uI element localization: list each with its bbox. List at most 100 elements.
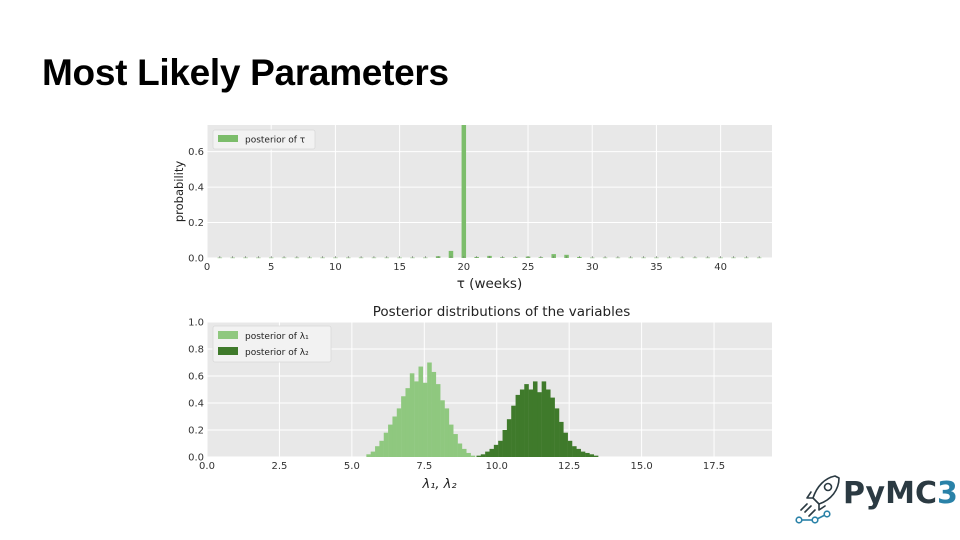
lambda1-bar bbox=[448, 424, 454, 457]
lambda2-bar bbox=[485, 451, 490, 457]
y-tick-label: 0.6 bbox=[188, 147, 204, 158]
logo-wordmark: PyMC3 bbox=[843, 476, 958, 511]
legend-label-tau: posterior of τ bbox=[245, 136, 305, 146]
legend-label-lambda1: posterior of λ₁ bbox=[245, 332, 309, 342]
lambda2-bar bbox=[572, 446, 577, 457]
lambda2-bar bbox=[589, 454, 595, 457]
lambda1-bar bbox=[418, 366, 424, 457]
x-tick-label: 12.5 bbox=[558, 461, 580, 472]
tau-bar bbox=[448, 250, 454, 258]
plot-title: Posterior distributions of the variables bbox=[373, 304, 630, 320]
lambda-posterior-chart: Posterior distributions of the variables… bbox=[188, 304, 772, 492]
y-tick-label: 1.0 bbox=[188, 318, 204, 329]
y-tick-label: 0.0 bbox=[188, 254, 204, 265]
x-tick-label: 5 bbox=[268, 262, 274, 273]
lambda2-bar bbox=[585, 452, 590, 457]
lambda2-bar bbox=[559, 421, 564, 457]
lambda1-bar bbox=[383, 432, 389, 457]
x-tick-label: 0.0 bbox=[199, 461, 215, 472]
lambda2-bar bbox=[476, 455, 482, 457]
legend-box bbox=[212, 325, 332, 363]
lambda2-bar bbox=[502, 430, 508, 457]
lambda2-bar bbox=[576, 448, 581, 457]
lambda1-bar bbox=[379, 440, 384, 457]
x-tick-label: 35 bbox=[650, 262, 663, 273]
lambda2-bar bbox=[528, 389, 534, 457]
lambda1-bar bbox=[444, 408, 450, 457]
lambda2-bar bbox=[550, 397, 555, 457]
lambda1-bar bbox=[470, 455, 476, 457]
lambda2-bar bbox=[489, 448, 495, 457]
x-tick-label: 7.5 bbox=[416, 461, 432, 472]
x-tick-label: 10 bbox=[329, 262, 342, 273]
x-tick-label: 15.0 bbox=[630, 461, 652, 472]
lambda2-bar bbox=[567, 440, 573, 457]
x-axis-label: τ (weeks) bbox=[457, 276, 522, 292]
lambda1-bar bbox=[431, 371, 437, 457]
y-tick-label: 0.4 bbox=[188, 183, 204, 194]
legend-box bbox=[212, 129, 316, 150]
lambda1-bar bbox=[409, 373, 415, 457]
x-tick-label: 30 bbox=[586, 262, 599, 273]
legend-swatch-lambda2 bbox=[218, 347, 238, 355]
legend-swatch-lambda1 bbox=[218, 331, 238, 339]
y-tick-label: 0.6 bbox=[188, 372, 204, 383]
x-tick-label: 5.0 bbox=[344, 461, 360, 472]
y-axis-label: probability bbox=[172, 161, 186, 223]
lambda2-bar bbox=[541, 381, 547, 457]
logo-text-main: PyMC bbox=[843, 476, 937, 511]
y-tick-label: 0.2 bbox=[188, 218, 204, 229]
lambda2-bar bbox=[506, 419, 512, 457]
y-tick-label: 0.8 bbox=[188, 345, 204, 356]
lambda1-bar bbox=[461, 448, 467, 457]
lambda1-bar bbox=[427, 362, 432, 457]
legend-swatch-tau bbox=[218, 135, 238, 142]
tau-bar bbox=[461, 125, 467, 258]
x-tick-label: 25 bbox=[522, 262, 535, 273]
lambda1-bar bbox=[405, 388, 411, 457]
x-tick-label: 15 bbox=[393, 262, 406, 273]
lambda2-bar bbox=[493, 444, 499, 457]
lambda1-bar bbox=[453, 434, 458, 457]
x-tick-label: 2.5 bbox=[271, 461, 287, 472]
lambda1-bar bbox=[414, 381, 419, 457]
x-axis-label: λ₁, λ₂ bbox=[421, 477, 456, 492]
rocket-icon bbox=[795, 475, 840, 524]
lambda1-bar bbox=[422, 382, 428, 457]
y-tick-label: 0.2 bbox=[188, 426, 204, 437]
lambda2-bar bbox=[580, 451, 586, 457]
y-tick-label: 0.4 bbox=[188, 399, 204, 410]
lambda2-bar bbox=[498, 440, 503, 457]
lambda1-bar bbox=[392, 416, 397, 457]
lambda1-bar bbox=[396, 408, 402, 457]
x-tick-label: 0 bbox=[204, 262, 210, 273]
lambda2-bar bbox=[532, 381, 538, 457]
logo-text-suffix: 3 bbox=[936, 476, 958, 511]
lambda1-bar bbox=[401, 396, 406, 457]
x-tick-label: 20 bbox=[457, 262, 470, 273]
x-tick-label: 10.0 bbox=[486, 461, 508, 472]
lambda1-bar bbox=[435, 384, 441, 457]
lambda1-bar bbox=[370, 451, 376, 457]
lambda2-bar bbox=[537, 392, 542, 457]
lambda2-bar bbox=[511, 405, 516, 457]
lambda2-bar bbox=[519, 389, 525, 457]
slide-title: Most Likely Parameters bbox=[42, 52, 449, 93]
lambda1-bar bbox=[440, 400, 445, 457]
x-tick-label: 17.5 bbox=[703, 461, 725, 472]
lambda2-bar bbox=[563, 432, 568, 457]
pymc3-logo: PyMC3 bbox=[795, 470, 958, 526]
lambda1-bar bbox=[466, 452, 471, 457]
lambda2-bar bbox=[480, 454, 486, 457]
y-tick-label: 0.0 bbox=[188, 453, 204, 464]
legend-label-lambda2: posterior of λ₂ bbox=[245, 348, 309, 358]
lambda2-bar bbox=[515, 394, 521, 457]
lambda1-bar bbox=[366, 454, 371, 457]
lambda2-bar bbox=[546, 389, 551, 457]
lambda1-bar bbox=[388, 424, 393, 457]
lambda2-bar bbox=[554, 408, 560, 457]
lambda1-bar bbox=[457, 443, 463, 457]
lambda2-bar bbox=[524, 384, 529, 457]
lambda1-bar bbox=[375, 446, 380, 457]
lambda2-bar bbox=[593, 455, 599, 457]
